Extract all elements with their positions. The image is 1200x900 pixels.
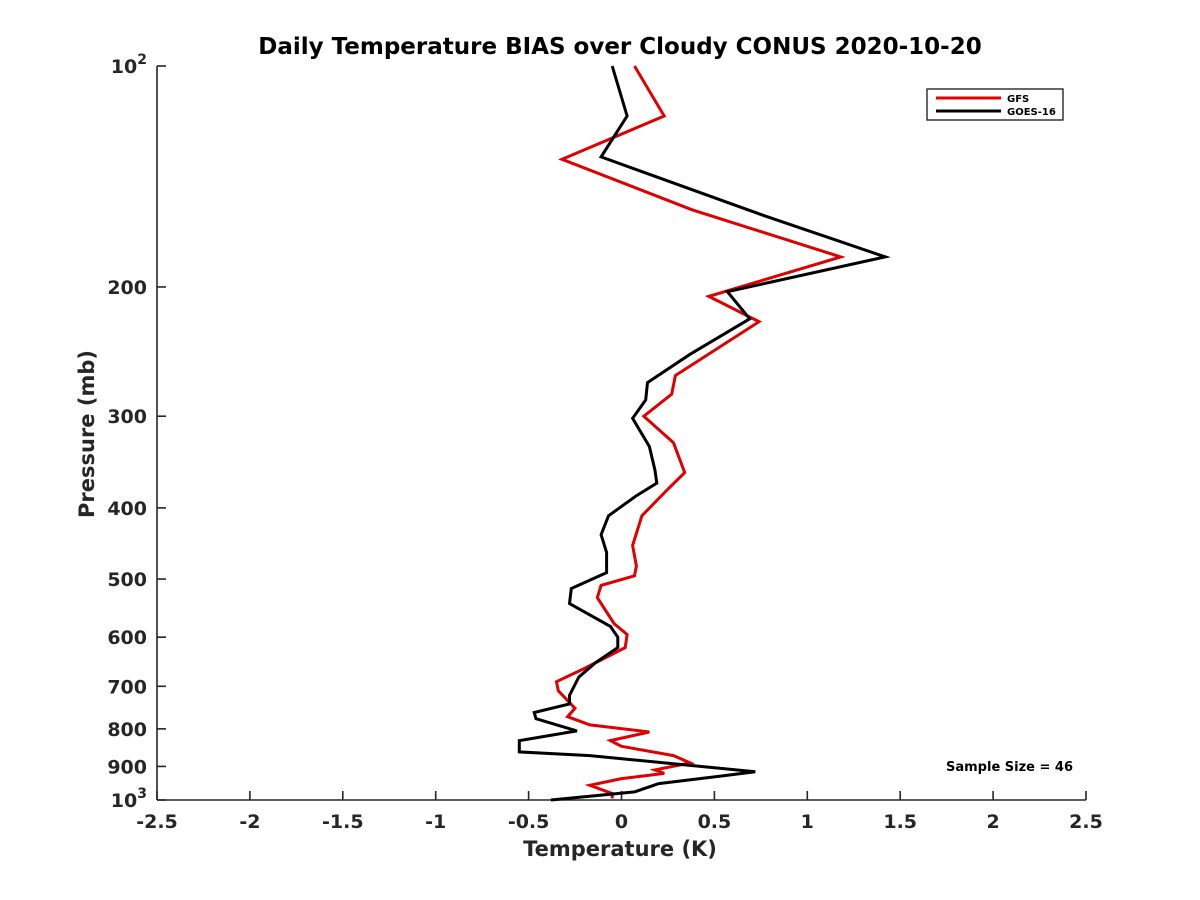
x-axis-title: Temperature (K) (523, 837, 717, 861)
sample-size-annotation: Sample Size = 46 (946, 760, 1073, 775)
series-layer (517, 65, 891, 802)
y-axis: 102 200 300 400 500 600 700 800 900 103 (107, 52, 166, 812)
series-line-goes-16 (517, 65, 891, 802)
y-tick-label: 200 (107, 277, 147, 299)
y-tick-label: 400 (107, 498, 147, 520)
x-tick-label: -1 (425, 811, 446, 833)
x-tick-label: -0.5 (508, 811, 550, 833)
y-tick-label: 900 (107, 756, 147, 778)
legend-label: GOES-16 (1007, 107, 1056, 118)
y-tick-label: 500 (107, 569, 147, 591)
x-tick-label: 2 (986, 811, 999, 833)
y-tick-label: 800 (107, 719, 147, 741)
x-axis: -2.5 -2 -1.5 -1 -0.5 0 0.5 1 1.5 2 2.5 (136, 791, 1103, 833)
legend: GFS GOES-16 (926, 88, 1064, 121)
y-axis-title: Pressure (mb) (75, 350, 99, 518)
x-tick-label: 1 (801, 811, 814, 833)
y-tick-label: 700 (107, 676, 147, 698)
legend-label: GFS (1007, 94, 1029, 105)
x-tick-label: 0.5 (698, 811, 732, 833)
x-tick-label: -2 (239, 811, 260, 833)
x-tick-label: -2.5 (136, 811, 178, 833)
y-tick-label: 102 (111, 52, 147, 78)
x-tick-label: 2.5 (1069, 811, 1103, 833)
x-tick-label: 1.5 (883, 811, 917, 833)
x-tick-label: -1.5 (322, 811, 364, 833)
y-tick-label: 600 (107, 627, 147, 649)
chart-title: Daily Temperature BIAS over Cloudy CONUS… (258, 34, 981, 60)
legend-box (926, 88, 1064, 121)
y-tick-label: 300 (107, 406, 147, 428)
y-tick-label: 103 (111, 786, 147, 812)
x-tick-label: 0 (615, 811, 628, 833)
series-line-gfs (554, 65, 846, 799)
